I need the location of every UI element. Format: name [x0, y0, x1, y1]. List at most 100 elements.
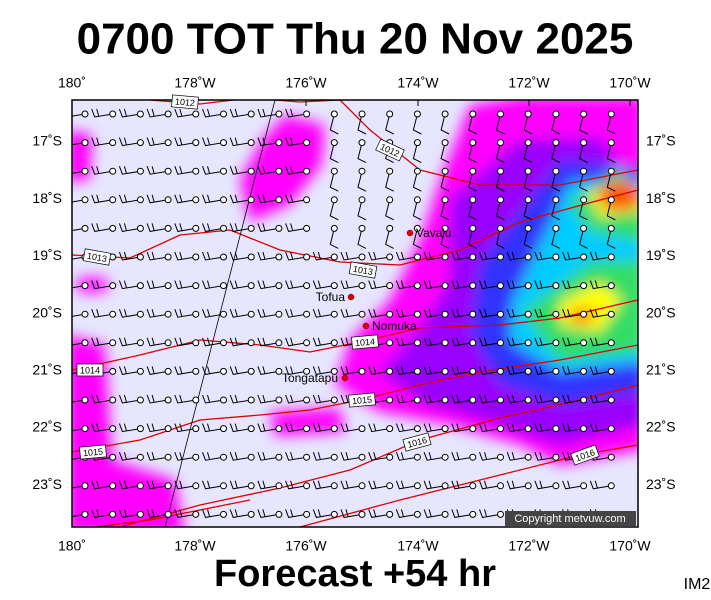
barb-stem — [368, 509, 390, 518]
barb-station — [81, 196, 89, 204]
wind-barb — [229, 309, 255, 318]
wind-barb — [340, 309, 366, 318]
barb-station — [441, 396, 449, 404]
barb-stem — [174, 194, 196, 204]
barb-stem — [312, 280, 335, 290]
barb-stem — [534, 394, 556, 404]
barb-stem — [451, 480, 473, 490]
barb-station — [580, 139, 588, 147]
place-dot — [347, 293, 355, 301]
barb-station — [247, 453, 255, 461]
barb-station — [469, 110, 477, 118]
wind-barb — [589, 309, 615, 318]
barb-station — [469, 167, 477, 175]
barb-stem — [340, 509, 363, 518]
barb-station — [330, 310, 338, 318]
wind-barb — [91, 423, 117, 433]
barb-station — [164, 139, 172, 147]
barb-station — [164, 396, 172, 404]
barb-stem — [534, 309, 556, 318]
isobar-label-box — [348, 392, 376, 408]
barb-stem — [202, 251, 224, 261]
wind-barb — [551, 224, 561, 249]
barb-stem — [285, 137, 307, 147]
barb-stem — [91, 394, 113, 404]
barb-stem — [534, 480, 556, 490]
barb-station — [413, 139, 421, 147]
barb-station — [247, 196, 255, 204]
barb-stem — [312, 251, 335, 261]
barb-stem — [551, 199, 561, 221]
wind-barb — [479, 251, 504, 261]
latitude-label-left: 19˚S — [32, 247, 62, 263]
barb-stem — [202, 108, 224, 118]
barb-stem — [395, 280, 418, 290]
isobar-label-box — [79, 444, 107, 460]
barb-station — [164, 425, 172, 433]
wind-barb — [468, 196, 478, 221]
wind-barb — [146, 366, 172, 375]
wind-barb — [423, 309, 449, 318]
barb-station — [413, 253, 421, 261]
barb-station — [164, 510, 172, 518]
place-label: Nomuka — [372, 319, 417, 333]
wind-barb — [118, 366, 144, 375]
barb-stem — [202, 480, 224, 490]
wind-barb — [72, 282, 89, 290]
barb-stem — [146, 480, 169, 490]
barb-station — [441, 510, 449, 518]
barb-stem — [312, 452, 335, 461]
wind-barb — [312, 480, 338, 490]
barb-stem — [423, 480, 446, 490]
barb-station — [303, 139, 311, 147]
wind-barb — [202, 509, 227, 518]
barb-station — [580, 310, 588, 318]
barb-stem — [174, 137, 196, 147]
barb-station — [580, 367, 588, 375]
barb-stem — [174, 337, 196, 347]
barb-stem — [91, 423, 113, 433]
barb-station — [192, 310, 200, 318]
barb-stem — [285, 251, 307, 261]
barb-station — [164, 282, 172, 290]
barb-station — [275, 253, 283, 261]
barb-station — [441, 453, 449, 461]
barb-station — [607, 482, 615, 490]
barb-station — [497, 367, 504, 375]
wind-barb — [357, 224, 367, 249]
barb-station — [469, 396, 477, 404]
wind-barb — [72, 196, 89, 204]
wind-barb — [174, 137, 200, 147]
wind-barb — [579, 196, 588, 221]
barb-station — [552, 482, 560, 490]
wind-barb — [146, 337, 172, 347]
wind-barb — [285, 251, 311, 261]
wind-barb — [202, 194, 227, 204]
wind-barb — [202, 309, 227, 318]
barb-stem — [506, 337, 529, 347]
barb-stem — [606, 142, 616, 164]
barb-stem — [506, 280, 529, 290]
barb-station — [580, 167, 588, 175]
wind-barb — [395, 509, 421, 518]
barb-station — [275, 167, 283, 175]
wind-barb — [368, 251, 394, 261]
barb-stem — [146, 137, 169, 147]
barb-station — [164, 310, 172, 318]
wind-barb — [91, 337, 117, 347]
wind-barb — [174, 423, 200, 433]
barb-station — [386, 110, 394, 118]
barb-station — [81, 167, 89, 175]
barb-station — [275, 282, 283, 290]
barb-station — [552, 396, 560, 404]
barb-station — [607, 253, 615, 261]
barb-station — [109, 196, 117, 204]
wind-barb — [118, 394, 144, 404]
wind-barb — [146, 509, 172, 518]
barb-stem — [479, 480, 501, 490]
barb-station — [607, 339, 615, 347]
barb-stem — [368, 309, 390, 318]
barb-station — [469, 367, 477, 375]
wind-barb — [562, 280, 588, 290]
wind-barb — [91, 309, 117, 318]
